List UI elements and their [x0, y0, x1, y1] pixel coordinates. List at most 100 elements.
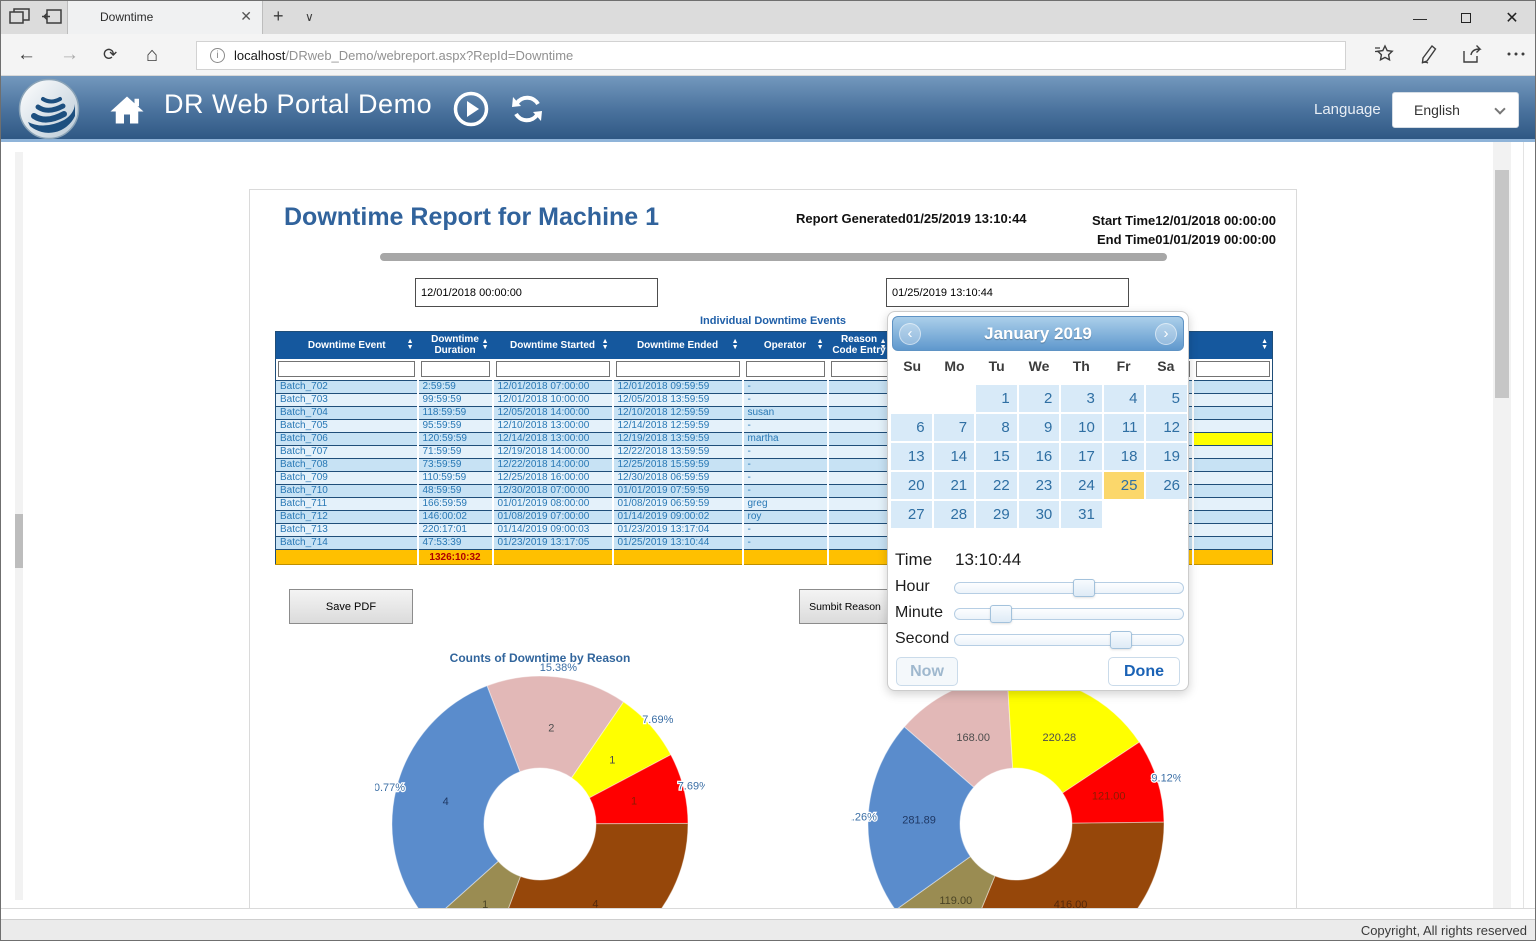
calendar-day[interactable]: 9: [1018, 414, 1060, 441]
table-row[interactable]: Batch_709 110:59:59 12/25/2018 16:00:00 12/…: [275, 471, 1273, 485]
calendar-day[interactable]: 12: [1146, 414, 1187, 441]
calendar-day[interactable]: 4: [1103, 385, 1145, 412]
window-maximize-button[interactable]: [1443, 1, 1489, 34]
calendar-day[interactable]: 24: [1061, 472, 1102, 499]
calendar-day[interactable]: 19: [1146, 443, 1187, 470]
left-scrollbar[interactable]: [15, 152, 23, 900]
filter-input-ended[interactable]: [615, 360, 740, 377]
sort-icon[interactable]: ▲▼: [481, 338, 489, 352]
filter-input-reason[interactable]: [830, 360, 888, 377]
filter-input-event[interactable]: [278, 360, 415, 377]
calendar-day[interactable]: 2: [1018, 385, 1060, 412]
tab-preview-icon[interactable]: [9, 7, 31, 27]
cell-operator: -: [742, 419, 829, 433]
hour-slider-handle[interactable]: [1073, 579, 1095, 597]
end-date-input[interactable]: [886, 278, 1129, 307]
url-field[interactable]: i localhost/DRweb_Demo/webreport.aspx?Re…: [196, 41, 1346, 70]
now-button[interactable]: Now: [896, 657, 958, 686]
reload-report-icon[interactable]: [509, 91, 545, 132]
start-date-input[interactable]: [415, 278, 658, 307]
calendar-day[interactable]: 18: [1103, 443, 1145, 470]
hour-slider[interactable]: [954, 579, 1184, 597]
calendar-day[interactable]: 15: [976, 443, 1017, 470]
calendar-day[interactable]: 27: [891, 501, 932, 528]
calendar-day[interactable]: 11: [1103, 414, 1145, 441]
calendar-month-title: January 2019: [984, 324, 1092, 343]
calendar-day-selected[interactable]: 25: [1103, 472, 1145, 499]
page-info-icon[interactable]: i: [210, 48, 225, 63]
calendar-day[interactable]: 3: [1061, 385, 1102, 412]
filter-input-last[interactable]: [1195, 360, 1270, 377]
more-options-icon[interactable]: [1504, 42, 1528, 66]
second-slider[interactable]: [954, 631, 1184, 649]
calendar-day[interactable]: 14: [933, 443, 975, 470]
home-icon[interactable]: ⌂: [146, 44, 159, 66]
minute-slider[interactable]: [954, 605, 1184, 623]
calendar-next-icon[interactable]: ›: [1155, 323, 1177, 345]
done-button[interactable]: Done: [1108, 657, 1180, 686]
new-tab-icon[interactable]: +: [273, 6, 284, 26]
calendar-day[interactable]: 16: [1018, 443, 1060, 470]
left-scrollbar-thumb[interactable]: [15, 514, 23, 568]
calendar-day[interactable]: 8: [976, 414, 1017, 441]
calendar-day[interactable]: 5: [1146, 385, 1187, 412]
sort-icon[interactable]: ▲▼: [731, 338, 739, 352]
calendar-day[interactable]: 1: [976, 385, 1017, 412]
column-header-ended[interactable]: Downtime Ended ▲ ▼: [612, 331, 743, 359]
calendar-day[interactable]: 28: [933, 501, 975, 528]
sort-icon[interactable]: ▲▼: [816, 338, 824, 352]
annotate-pen-icon[interactable]: [1417, 42, 1441, 66]
filter-input-duration[interactable]: [420, 360, 490, 377]
calendar-day[interactable]: 13: [891, 443, 932, 470]
column-header-last[interactable]: ▲ ▼: [1192, 331, 1273, 359]
calendar-day[interactable]: 10: [1061, 414, 1102, 441]
sort-icon[interactable]: ▲▼: [601, 338, 609, 352]
column-header-event[interactable]: Downtime Event ▲ ▼: [275, 331, 418, 359]
cell-reason: [827, 471, 892, 485]
calendar-day[interactable]: 23: [1018, 472, 1060, 499]
calendar-day[interactable]: 26: [1146, 472, 1187, 499]
calendar-day[interactable]: 20: [891, 472, 932, 499]
cell-event: Batch_711: [275, 497, 419, 511]
page-scrollbar-thumb[interactable]: [1495, 170, 1509, 398]
calendar-day[interactable]: 29: [976, 501, 1017, 528]
page-scrollbar[interactable]: [1493, 142, 1511, 908]
calendar-day[interactable]: 7: [933, 414, 975, 441]
calendar-day[interactable]: 21: [933, 472, 975, 499]
refresh-icon[interactable]: ⟳: [103, 45, 118, 64]
calendar-day[interactable]: 6: [891, 414, 932, 441]
minute-slider-handle[interactable]: [990, 605, 1012, 623]
sort-icon[interactable]: ▲▼: [1261, 338, 1268, 352]
forward-icon[interactable]: →: [60, 44, 79, 65]
column-header-operator[interactable]: Operator ▲ ▼: [742, 331, 828, 359]
filter-input-started[interactable]: [495, 360, 610, 377]
calendar-day[interactable]: 30: [1018, 501, 1060, 528]
second-slider-handle[interactable]: [1110, 631, 1132, 649]
chart-title: Counts of Downtime by Reason: [450, 651, 631, 665]
sort-icon[interactable]: ▲▼: [879, 338, 887, 352]
portal-home-icon[interactable]: [109, 95, 145, 130]
back-icon[interactable]: ←: [17, 44, 36, 65]
language-select[interactable]: English: [1392, 92, 1519, 128]
column-header-started[interactable]: Downtime Started ▲ ▼: [492, 331, 613, 359]
column-header-reason[interactable]: Reason Code Entry ▲ ▼: [827, 331, 891, 359]
column-header-duration[interactable]: Downtime Duration ▲ ▼: [417, 331, 493, 359]
calendar-prev-icon[interactable]: ‹: [899, 323, 921, 345]
favorites-icon[interactable]: [1373, 42, 1397, 66]
filter-input-operator[interactable]: [745, 360, 825, 377]
set-aside-tabs-icon[interactable]: [41, 7, 63, 27]
tab-list-chevron-icon[interactable]: ∨: [305, 10, 314, 24]
tab-close-icon[interactable]: ✕: [240, 8, 252, 24]
browser-tab-downtime[interactable]: Downtime ✕: [67, 1, 263, 34]
save-pdf-button[interactable]: Save PDF: [289, 589, 413, 624]
share-icon[interactable]: [1460, 42, 1484, 66]
submit-reason-button[interactable]: Sumbit Reason: [799, 589, 891, 624]
window-close-button[interactable]: ✕: [1505, 9, 1519, 27]
slice-value-label: 1: [609, 754, 615, 766]
window-minimize-button[interactable]: —: [1413, 9, 1427, 26]
calendar-day[interactable]: 17: [1061, 443, 1102, 470]
sort-icon[interactable]: ▲▼: [406, 338, 414, 352]
run-report-icon[interactable]: [453, 91, 489, 132]
calendar-day[interactable]: 31: [1061, 501, 1102, 528]
calendar-day[interactable]: 22: [976, 472, 1017, 499]
